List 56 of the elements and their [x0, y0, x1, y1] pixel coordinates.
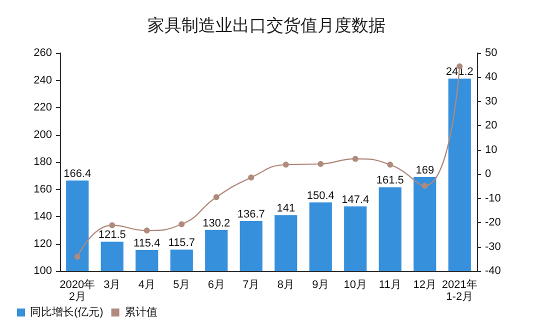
point [352, 156, 358, 162]
data-label: 121.5 [98, 229, 126, 242]
y2-tick-label: 20 [485, 120, 498, 132]
x-tick-label: 4月 [138, 279, 156, 291]
y2-tick-label: -10 [485, 192, 501, 204]
data-label: 115.7 [168, 237, 195, 250]
data-label: 147.4 [342, 194, 370, 206]
point [74, 254, 80, 260]
y2-tick-label: 50 [485, 47, 498, 59]
y2-tick-label: 40 [485, 71, 498, 84]
data-label: 141 [276, 202, 296, 215]
y2-tick-label: 0 [485, 168, 492, 180]
point [387, 162, 394, 168]
legend-label: 累计值 [124, 306, 158, 318]
x-tick-label: 5月 [173, 279, 190, 291]
y-tick-label: 160 [34, 183, 52, 196]
point [318, 160, 324, 167]
chart-title: 家具制造业出口交货值月度数据 [148, 16, 386, 35]
x-tick-label: 2020年 2月 [60, 279, 96, 303]
x-tick-label: 3月 [104, 279, 121, 291]
point [144, 228, 150, 234]
point [282, 162, 289, 168]
y2-tick-label: -20 [485, 216, 501, 229]
x-tick-label: 10月 [344, 279, 367, 291]
data-label: 130.2 [202, 217, 230, 230]
point [248, 174, 254, 180]
legend-label: 同比增长(亿元) [30, 306, 104, 318]
x-tick-label: 8月 [277, 279, 294, 291]
point [178, 221, 185, 228]
y-tick-label: 220 [34, 102, 52, 114]
data-label: 161.5 [376, 174, 404, 187]
point [422, 182, 428, 189]
data-label: 169 [416, 164, 434, 176]
data-label: 115.4 [134, 238, 160, 250]
x-tick-label: 6月 [208, 279, 225, 291]
y2-tick-label: -30 [485, 240, 501, 253]
x-tick-label: 9月 [312, 279, 330, 291]
y2-tick-label: -40 [485, 265, 501, 277]
y-tick-label: 260 [34, 47, 52, 59]
y-tick-label: 120 [34, 238, 52, 250]
y2-tick-label: 10 [485, 144, 498, 156]
data-label: 136.7 [237, 208, 265, 220]
x-tick-label: 12月 [413, 279, 436, 291]
y-tick-label: 180 [34, 156, 52, 168]
point [109, 222, 116, 228]
y-tick-label: 100 [34, 265, 52, 277]
y-tick-label: 240 [34, 74, 52, 86]
data-label: 150.4 [306, 190, 334, 202]
data-label: 166.4 [64, 168, 92, 180]
x-tick-label: 2021年 1-2月 [442, 279, 478, 303]
y2-tick-label: 30 [485, 95, 498, 108]
x-tick-label: 11月 [378, 279, 402, 291]
x-tick-label: 7月 [242, 279, 260, 291]
point [213, 194, 220, 200]
y-tick-label: 140 [34, 210, 52, 222]
y-tick-label: 200 [34, 128, 52, 141]
